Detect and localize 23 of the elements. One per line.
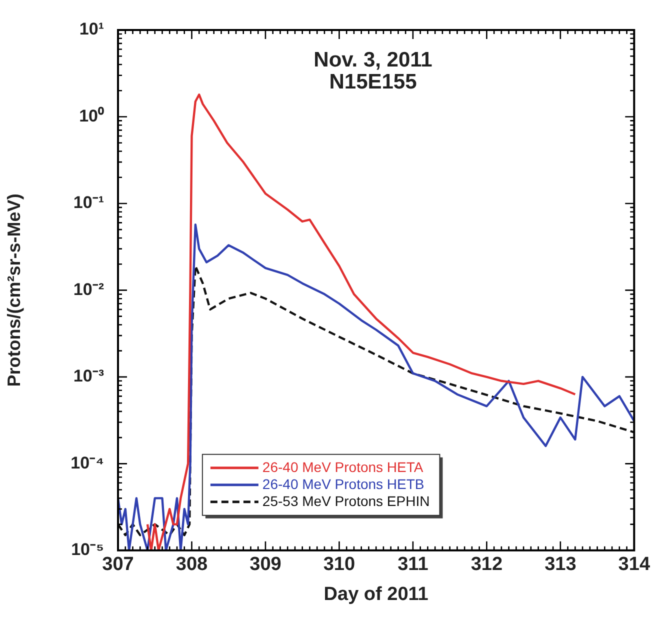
x-tick-label: 314 [618,554,650,576]
x-tick-label: 308 [176,554,208,576]
y-tick-label: 10⁻² [73,280,104,299]
y-tick-label: 10⁻⁵ [71,540,104,560]
legend-label: 25-53 MeV Protons EPHIN [262,492,430,509]
y-tick-label: 10⁻³ [73,366,104,386]
y-tick-label: 10⁰ [79,106,104,126]
annotation: Nov. 3, 2011 [314,48,433,72]
legend-label: 26-40 MeV Protons HETB [262,476,424,492]
legend-label: 26-40 MeV Protons HETA [262,458,424,475]
x-tick-label: 307 [102,554,134,576]
x-tick-label: 309 [250,554,282,576]
y-tick-label: 10⁻⁴ [70,453,104,472]
x-tick-label: 310 [323,554,356,576]
x-axis-title: Day of 2011 [324,584,429,605]
y-tick-label: 10⁻¹ [73,193,104,212]
x-tick-label: 312 [470,554,503,576]
annotation: N15E155 [329,70,418,94]
x-tick-label: 313 [544,554,576,576]
x-tick-label: 311 [398,554,429,576]
line-series [118,264,634,536]
y-axis-title: Protons/(cm²sr-s-MeV) [4,194,24,387]
y-tick-label: 10¹ [79,20,104,39]
